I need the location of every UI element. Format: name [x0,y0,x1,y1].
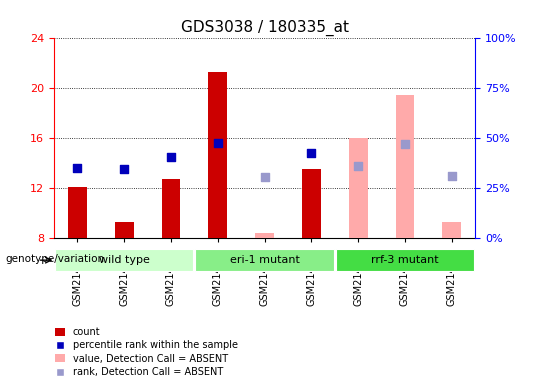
Bar [302,169,321,238]
Point [448,173,456,179]
FancyBboxPatch shape [195,249,334,271]
FancyBboxPatch shape [336,249,474,271]
Point [213,139,222,146]
Point [401,141,409,147]
Point [307,150,316,156]
Legend: count, percentile rank within the sample, value, Detection Call = ABSENT, rank, : count, percentile rank within the sample… [53,325,240,379]
Point [167,154,176,160]
Text: rrf-3 mutant: rrf-3 mutant [371,255,439,265]
Text: eri-1 mutant: eri-1 mutant [230,255,300,265]
Bar [161,179,180,238]
Point [120,166,129,172]
Point [73,165,82,171]
Bar [68,187,87,238]
Bar [396,94,414,238]
Bar [442,222,461,238]
Bar [255,233,274,238]
Bar [349,138,368,238]
FancyBboxPatch shape [55,249,193,271]
Bar [115,222,133,238]
Title: GDS3038 / 180335_at: GDS3038 / 180335_at [180,20,349,36]
Text: genotype/variation: genotype/variation [5,254,105,264]
Text: wild type: wild type [99,255,150,265]
Point [260,174,269,180]
Point [354,163,362,169]
Bar [208,72,227,238]
